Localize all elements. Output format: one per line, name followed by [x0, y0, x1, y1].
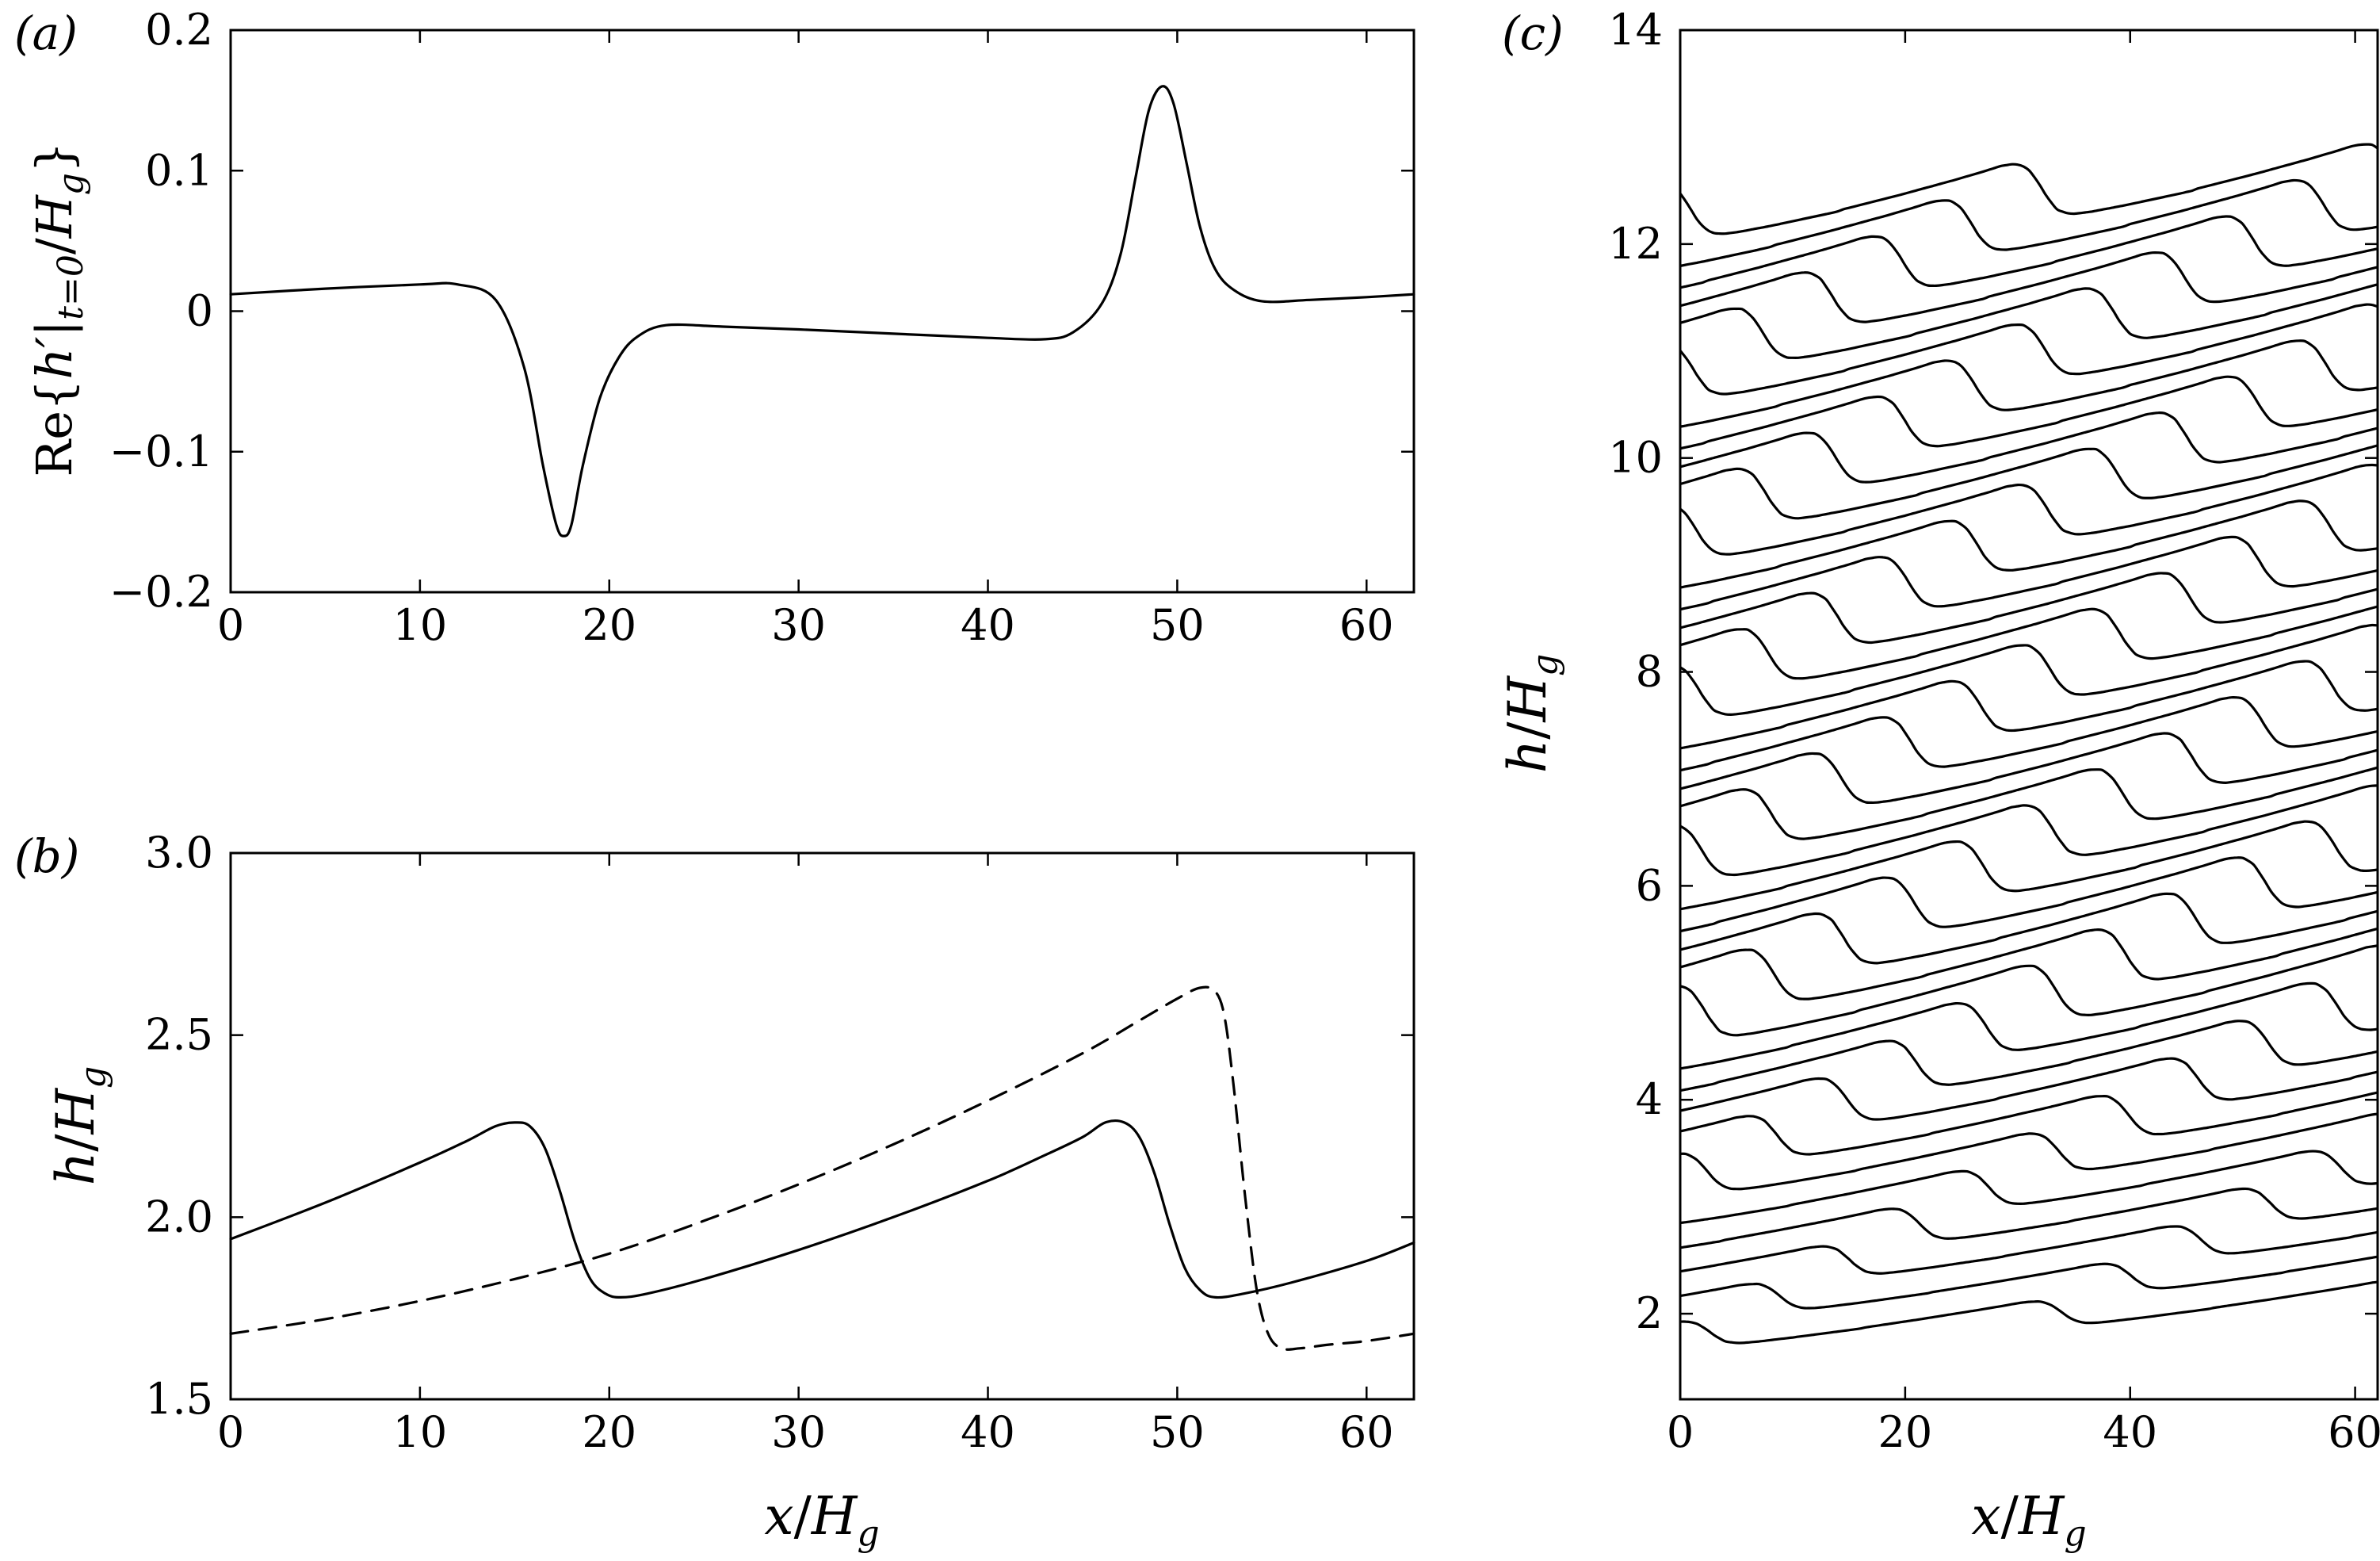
x-tick-label: 10 [393, 600, 448, 650]
profile-line [1680, 1255, 2378, 1310]
profile-line [1680, 283, 2378, 359]
profile-line [1680, 375, 2378, 450]
profile-line [1680, 1187, 2378, 1249]
y-tick-label: −0.2 [109, 567, 213, 617]
x-tick-label: 50 [1150, 1407, 1205, 1457]
profile-line [1680, 732, 2378, 805]
x-tick-label: 60 [1339, 600, 1394, 650]
panel-c-y-ticks: 2 4 6 8 10 12 14 [1608, 5, 2378, 1338]
panel-b-series [229, 985, 1415, 1351]
y-tick-label: 2.0 [145, 1192, 213, 1242]
panel-b-y-ticks: 1.5 2.0 2.5 3.0 [145, 828, 1414, 1424]
panel-c-x-axis-label: x/Hg [1971, 1486, 2086, 1554]
profile-line [1680, 1280, 2378, 1345]
x-tick-label: 0 [217, 1407, 244, 1457]
y-tick-label: 0.1 [145, 145, 213, 195]
panel-b-x-ticks: 0 10 20 30 40 50 60 [217, 853, 1394, 1457]
series-line-solid [229, 85, 1415, 538]
profile-line [1680, 339, 2378, 428]
profile-line [1680, 766, 2378, 840]
profile-line [1680, 143, 2378, 235]
x-tick-label: 30 [771, 1407, 826, 1457]
profile-line [1680, 695, 2378, 772]
x-tick-label: 30 [771, 600, 826, 650]
panel-a-label: (a) [14, 6, 78, 60]
y-tick-label: 10 [1608, 433, 1663, 483]
panel-a-frame [229, 29, 1415, 594]
profile-line [1680, 820, 2378, 911]
x-tick-label: 50 [1150, 600, 1205, 650]
series-line-dashed [229, 985, 1415, 1351]
y-tick-label: 1.5 [145, 1374, 213, 1424]
profile-line [1680, 535, 2378, 611]
y-tick-label: 2 [1636, 1288, 1663, 1338]
profile-line [1680, 623, 2378, 716]
x-tick-label: 10 [393, 1407, 448, 1457]
y-tick-label: 8 [1636, 647, 1663, 697]
profile-line [1680, 927, 2378, 1000]
panel-a-y-ticks: −0.2 −0.1 0 0.1 0.2 [109, 5, 1414, 617]
profile-line [1680, 572, 2378, 645]
panel-c-series [1680, 143, 2378, 1345]
x-tick-label: 0 [1667, 1407, 1694, 1457]
panel-c-y-axis-label: h/Hg [1497, 654, 1565, 774]
x-tick-label: 20 [582, 600, 636, 650]
profile-line [1680, 444, 2378, 520]
profile-line [1680, 784, 2378, 877]
x-tick-label: 40 [961, 1407, 1015, 1457]
profile-line [1680, 411, 2378, 484]
y-tick-label: 14 [1608, 5, 1663, 55]
profile-line [1680, 1020, 2378, 1092]
panel-b-label: (b) [14, 829, 79, 883]
profile-line [1680, 303, 2378, 396]
profile-line [1680, 463, 2378, 556]
panel-c-x-ticks: 0 20 40 60 [1667, 30, 2380, 1457]
panel-a-series [229, 85, 1415, 538]
profile-line [1680, 178, 2378, 267]
panel-a-y-axis-label: Re{h′|t=0/Hg} [25, 142, 91, 477]
profile-line [1680, 944, 2378, 1037]
panel-b: (b) 0 10 20 30 40 50 60 1.5 2.0 2.5 3.0 h/Hg x/Hg [14, 828, 1415, 1554]
x-tick-label: 20 [1878, 1407, 1933, 1457]
panel-a-x-ticks: 0 10 20 30 40 50 60 [217, 30, 1394, 650]
profile-line [1680, 1225, 2378, 1275]
profile-line [1680, 251, 2378, 323]
profile-line [1680, 856, 2378, 933]
panel-c-label: (c) [1502, 6, 1564, 60]
panel-b-y-axis-label: h/Hg [45, 1066, 113, 1186]
profile-line [1680, 215, 2378, 289]
profile-line [1680, 981, 2378, 1070]
y-tick-label: 2.5 [145, 1010, 213, 1060]
profile-line [1680, 1057, 2378, 1121]
profile-line [1680, 1150, 2378, 1225]
y-tick-label: 3.0 [145, 828, 213, 878]
panel-a: (a) 0 10 20 30 40 50 60 −0.2 −0.1 0 0.1 0.2 Re{h′|… [14, 5, 1415, 650]
profile-line [1680, 605, 2378, 680]
y-tick-label: 0.2 [145, 5, 213, 55]
panel-c-frame [1679, 29, 2379, 1401]
y-tick-label: 0 [186, 286, 213, 336]
x-tick-label: 60 [1339, 1407, 1394, 1457]
profile-line [1680, 1091, 2378, 1156]
x-tick-label: 40 [961, 600, 1015, 650]
panel-b-x-axis-label: x/Hg [764, 1486, 879, 1554]
y-tick-label: −0.1 [109, 427, 213, 476]
x-tick-label: 20 [582, 1407, 636, 1457]
x-tick-label: 60 [2328, 1407, 2380, 1457]
y-tick-label: 6 [1636, 860, 1663, 910]
profile-line [1680, 892, 2378, 965]
profile-line [1680, 499, 2378, 589]
y-tick-label: 12 [1608, 219, 1663, 269]
panel-c: (c) 0 20 40 60 2 4 6 8 10 12 14 h/Hg x/Hg [1497, 5, 2380, 1554]
series-line-solid [229, 1119, 1415, 1299]
y-tick-label: 4 [1636, 1074, 1663, 1124]
x-tick-label: 40 [2103, 1407, 2157, 1457]
x-tick-label: 0 [217, 600, 244, 650]
profile-line [1680, 660, 2378, 750]
profile-line [1680, 1112, 2378, 1191]
panel-b-frame [229, 851, 1415, 1401]
